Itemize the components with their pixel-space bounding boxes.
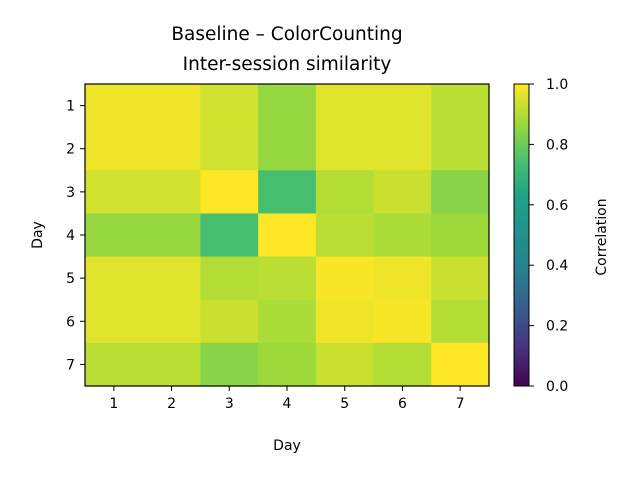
heatmap-cell — [258, 299, 317, 344]
x-tick-label: 6 — [398, 396, 407, 412]
heatmap-cell — [373, 256, 432, 301]
heatmap-cell — [315, 299, 375, 344]
heatmap-cell — [142, 170, 202, 215]
x-tick-label: 1 — [109, 396, 118, 412]
colorbar-tick-label: 0.0 — [546, 379, 568, 395]
heatmap-cell — [85, 256, 144, 301]
heatmap-cell — [315, 127, 375, 171]
heatmap-cell — [431, 213, 490, 258]
y-tick-label: 1 — [66, 99, 75, 115]
heatmap-cell — [85, 213, 144, 258]
heatmap-cell — [85, 342, 144, 387]
heatmap-cell — [373, 213, 432, 258]
heatmap-cell — [85, 170, 144, 215]
heatmap-cell — [258, 127, 317, 171]
x-tick-label: 5 — [340, 396, 349, 412]
y-tick-label: 5 — [66, 271, 75, 287]
heatmap-cell — [200, 84, 259, 128]
heatmap-cells — [85, 84, 490, 387]
heatmap-cell — [85, 299, 144, 344]
heatmap-cell — [431, 84, 490, 128]
heatmap-cell — [373, 127, 432, 171]
heatmap-cell — [431, 127, 490, 171]
heatmap-cell — [142, 256, 202, 301]
heatmap-cell — [315, 170, 375, 215]
heatmap-cell — [431, 299, 490, 344]
x-tick-label: 2 — [167, 396, 176, 412]
heatmap-cell — [258, 342, 317, 387]
colorbar — [513, 83, 530, 387]
colorbar-label: Correlation — [594, 198, 610, 275]
heatmap-cell — [200, 213, 259, 258]
x-axis-ticks: 1 2 3 4 5 6 7 — [109, 386, 465, 412]
heatmap-cell — [200, 342, 259, 387]
colorbar-tick-label: 0.6 — [546, 198, 568, 214]
colorbar-tick-label: 0.4 — [546, 258, 568, 274]
heatmap-cell — [142, 84, 202, 128]
heatmap-cell — [315, 213, 375, 258]
heatmap-cell — [258, 256, 317, 301]
y-tick-label: 6 — [66, 314, 75, 330]
heatmap-cell — [315, 342, 375, 387]
heatmap-cell — [373, 84, 432, 128]
colorbar-tick-label: 1.0 — [546, 77, 568, 93]
x-axis-label: Day — [273, 438, 301, 454]
heatmap-cell — [258, 213, 317, 258]
y-tick-label: 2 — [66, 142, 75, 158]
heatmap-cell — [85, 84, 144, 128]
heatmap-cell — [431, 256, 490, 301]
heatmap-cell — [373, 299, 432, 344]
y-tick-label: 7 — [66, 357, 75, 373]
heatmap-cell — [373, 170, 432, 215]
heatmap-cell — [258, 170, 317, 215]
colorbar-ticks: 0.0 0.2 0.4 0.6 0.8 1.0 — [529, 77, 568, 395]
heatmap-cell — [431, 342, 490, 387]
heatmap-cell — [142, 213, 202, 258]
heatmap-cell — [431, 170, 490, 215]
heatmap-cell — [373, 342, 432, 387]
y-tick-label: 4 — [66, 228, 75, 244]
heatmap-cell — [200, 170, 259, 215]
heatmap-cell — [142, 127, 202, 171]
heatmap-cell — [85, 127, 144, 171]
y-tick-label: 3 — [66, 185, 75, 201]
y-axis-label: Day — [30, 221, 46, 249]
y-axis-ticks: 1 2 3 4 5 6 7 — [66, 99, 85, 373]
heatmap-cell — [142, 299, 202, 344]
heatmap-cell — [258, 84, 317, 128]
colorbar-tick-label: 0.2 — [546, 319, 568, 335]
heatmap-cell — [200, 299, 259, 344]
heatmap-cell — [142, 342, 202, 387]
x-tick-label: 7 — [456, 396, 465, 412]
colorbar-tick-label: 0.8 — [546, 137, 568, 153]
chart-subtitle: Inter-session similarity — [183, 54, 392, 75]
x-tick-label: 3 — [225, 396, 234, 412]
heatmap-cell — [315, 84, 375, 128]
heatmap-cell — [315, 256, 375, 301]
heatmap-cell — [200, 127, 259, 171]
x-tick-label: 4 — [283, 396, 292, 412]
heatmap-cell — [200, 256, 259, 301]
chart-title: Baseline – ColorCounting — [171, 24, 402, 45]
